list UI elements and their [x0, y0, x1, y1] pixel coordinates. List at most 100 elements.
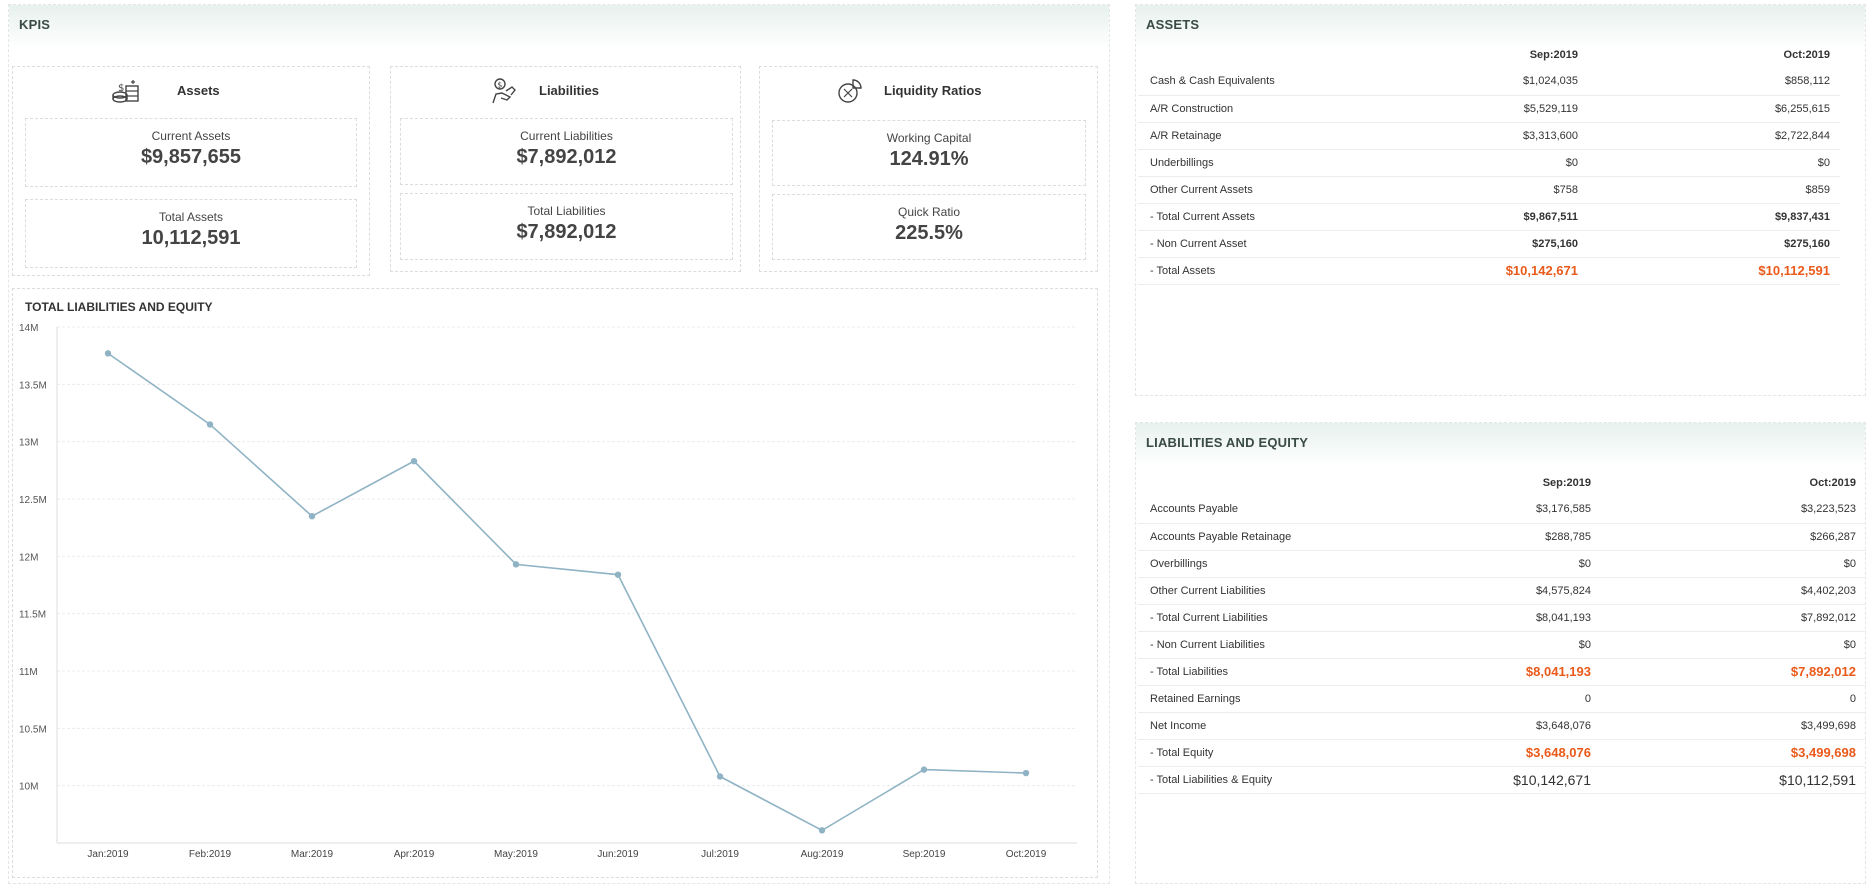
y-tick-label: 10.5M — [19, 724, 47, 735]
kpi-quick-ratio: Quick Ratio 225.5% — [772, 194, 1086, 260]
kpi-value: 225.5% — [895, 222, 963, 244]
row-label: Accounts Payable — [1138, 496, 1338, 524]
kpis-header: KPIS — [9, 5, 1109, 49]
table-row: - Total Current Assets $9,867,511 $9,837,4… — [1138, 203, 1840, 231]
row-value-oct: $10,112,591 — [1588, 257, 1840, 285]
y-tick-label: 10M — [19, 782, 38, 793]
ratio-chart-icon — [836, 77, 866, 105]
table-header-row: Sep:2019 Oct:2019 — [1138, 469, 1866, 496]
row-label: Underbillings — [1138, 149, 1338, 177]
table-row: Net Income $3,648,076 $3,499,698 — [1138, 712, 1866, 740]
x-tick-label: Apr:2019 — [394, 849, 435, 860]
row-value-sep: $1,024,035 — [1338, 68, 1588, 96]
x-tick-label: Jul:2019 — [701, 849, 739, 860]
svg-text:$: $ — [497, 81, 502, 90]
row-value-oct: $4,402,203 — [1601, 577, 1866, 605]
row-label: Retained Earnings — [1138, 685, 1338, 713]
data-point — [308, 513, 316, 520]
data-point — [410, 457, 418, 465]
row-value-oct: $10,112,591 — [1601, 766, 1866, 794]
kpi-liabilities-title: Liabilities — [539, 83, 599, 98]
row-value-sep: $3,176,585 — [1338, 496, 1601, 524]
row-value-sep: $9,867,511 — [1338, 203, 1588, 231]
table-row: - Total Current Liabilities $8,041,193 $7,… — [1138, 604, 1866, 632]
row-value-oct: $9,837,431 — [1588, 203, 1840, 231]
y-tick-label: 13M — [19, 438, 38, 449]
liabilities-table: Sep:2019 Oct:2019 Accounts Payable $3,176… — [1138, 469, 1866, 794]
y-tick-label: 11.5M — [19, 610, 46, 621]
kpi-working-capital: Working Capital 124.91% — [772, 120, 1086, 186]
assets-header: ASSETS — [1136, 5, 1865, 49]
table-row: Overbillings $0 $0 — [1138, 550, 1866, 578]
row-label: Other Current Liabilities — [1138, 577, 1338, 605]
data-point — [206, 421, 214, 428]
row-label: A/R Construction — [1138, 95, 1338, 123]
kpi-value: 124.91% — [889, 148, 969, 170]
table-header-row: Sep:2019 Oct:2019 — [1138, 41, 1840, 68]
chart-title: TOTAL LIABILITIES AND EQUITY — [25, 300, 213, 314]
row-label: Net Income — [1138, 712, 1338, 740]
x-tick-label: Feb:2019 — [189, 849, 232, 860]
col-header-oct: Oct:2019 — [1783, 48, 1830, 61]
row-value-sep: $4,575,824 — [1338, 577, 1601, 605]
x-tick-label: Jan:2019 — [87, 849, 129, 860]
table-row: Other Current Assets $758 $859 — [1138, 176, 1840, 204]
row-label: - Total Liabilities & Equity — [1138, 766, 1338, 794]
table-row: - Non Current Liabilities $0 $0 — [1138, 631, 1866, 659]
row-value-oct: $7,892,012 — [1601, 604, 1866, 632]
row-value-oct: $7,892,012 — [1601, 658, 1866, 686]
svg-text:$: $ — [118, 83, 124, 94]
kpi-value: $9,857,655 — [140, 146, 242, 168]
kpi-total-assets: Total Assets 10,112,591 — [25, 199, 357, 268]
table-row: Retained Earnings 0 0 — [1138, 685, 1866, 713]
assets-panel: ASSETS Sep:2019 Oct:2019 Cash & Cash Equ… — [1135, 4, 1866, 396]
y-tick-label: 12M — [19, 552, 38, 563]
row-value-oct: $3,223,523 — [1601, 496, 1866, 524]
row-value-sep: $3,313,600 — [1338, 122, 1588, 150]
liabilities-header: LIABILITIES AND EQUITY — [1136, 423, 1865, 467]
col-header-label — [1138, 41, 1338, 68]
y-tick-label: 14M — [19, 323, 38, 334]
data-point — [512, 561, 520, 568]
x-tick-label: Jun:2019 — [597, 849, 639, 860]
row-label: Accounts Payable Retainage — [1138, 523, 1338, 551]
table-row: A/R Construction $5,529,119 $6,255,615 — [1138, 95, 1840, 123]
row-value-sep: $758 — [1338, 176, 1588, 204]
row-label: - Total Current Liabilities — [1138, 604, 1338, 632]
row-value-oct: $6,255,615 — [1588, 95, 1840, 123]
x-tick-label: Mar:2019 — [291, 849, 334, 860]
row-label: - Non Current Liabilities — [1138, 631, 1338, 659]
row-value-oct: 0 — [1601, 685, 1866, 713]
kpi-value: $7,892,012 — [516, 146, 617, 168]
kpi-label: Total Assets — [158, 210, 224, 224]
table-row: - Total Liabilities $8,041,193 $7,892,012 — [1138, 658, 1866, 686]
row-value-oct: $266,287 — [1601, 523, 1866, 551]
row-label: Overbillings — [1138, 550, 1338, 578]
col-header-sep: Sep:2019 — [1529, 48, 1578, 61]
row-label: Other Current Assets — [1138, 176, 1338, 204]
row-value-sep: $275,160 — [1338, 230, 1588, 258]
row-value-sep: $3,648,076 — [1338, 712, 1601, 740]
assets-table: Sep:2019 Oct:2019 Cash & Cash Equivalent… — [1138, 41, 1840, 285]
kpis-panel: KPIS $ Assets Current Assets $9,857,655 — [8, 4, 1110, 884]
row-value-oct: $3,499,698 — [1601, 712, 1866, 740]
row-value-oct: $0 — [1601, 550, 1866, 578]
row-label: - Total Equity — [1138, 739, 1338, 767]
y-tick-label: 13.5M — [19, 380, 47, 391]
row-value-sep: $10,142,671 — [1338, 257, 1588, 285]
kpi-current-assets: Current Assets $9,857,655 — [25, 118, 357, 187]
x-tick-label: May:2019 — [494, 849, 538, 860]
row-value-sep: 0 — [1338, 685, 1601, 713]
kpi-label: Current Liabilities — [520, 129, 613, 143]
row-value-oct: $2,722,844 — [1588, 122, 1840, 150]
kpi-value: $7,892,012 — [516, 221, 617, 243]
x-tick-label: Oct:2019 — [1006, 849, 1047, 860]
row-value-sep: $5,529,119 — [1338, 95, 1588, 123]
data-point — [1022, 769, 1030, 777]
kpi-label: Current Assets — [151, 129, 231, 143]
col-header-oct: Oct:2019 — [1809, 476, 1856, 489]
row-value-sep: $0 — [1338, 149, 1588, 177]
row-label: - Non Current Asset — [1138, 230, 1338, 258]
row-value-oct: $3,499,698 — [1601, 739, 1866, 767]
col-header-label — [1138, 469, 1338, 496]
